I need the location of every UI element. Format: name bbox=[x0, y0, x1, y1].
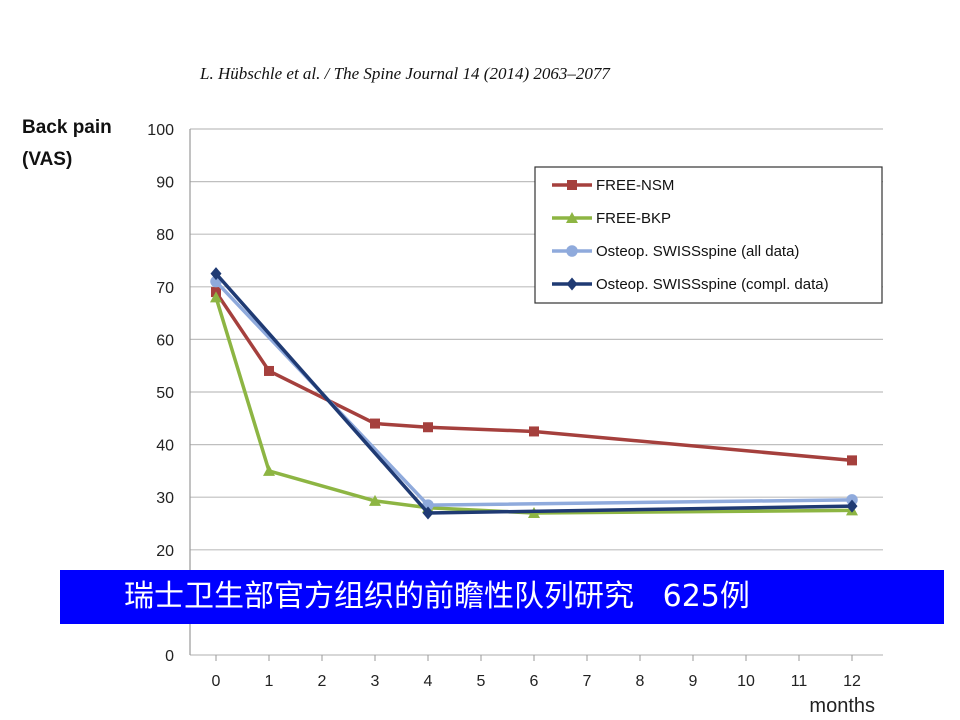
legend-label: FREE-NSM bbox=[596, 177, 674, 194]
x-tick-label: 8 bbox=[636, 673, 645, 690]
x-tick-label: 7 bbox=[583, 673, 592, 690]
y-tick-label: 40 bbox=[156, 438, 174, 455]
legend-item: FREE-NSM bbox=[552, 177, 674, 194]
x-tick-label: 4 bbox=[424, 673, 433, 690]
y-tick-label: 50 bbox=[156, 385, 174, 402]
legend-item: Osteop. SWISSspine (all data) bbox=[552, 243, 799, 260]
y-tick-label: 100 bbox=[147, 122, 174, 139]
y-tick-label: 20 bbox=[156, 543, 174, 560]
x-tick-label: 10 bbox=[737, 673, 755, 690]
legend-item: Osteop. SWISSspine (compl. data) bbox=[552, 276, 829, 293]
data-point-triangle bbox=[210, 291, 222, 303]
series-line bbox=[214, 296, 853, 515]
x-tick-label: 0 bbox=[212, 673, 221, 690]
y-tick-label: 80 bbox=[156, 227, 174, 244]
series-osteop-swissspine-compl-data- bbox=[210, 267, 858, 520]
legend: FREE-NSM FREE-BKP Osteop. SWISSspine (all … bbox=[552, 177, 829, 293]
data-point-square bbox=[529, 426, 539, 437]
legend-label: FREE-BKP bbox=[596, 210, 671, 227]
data-point-square bbox=[264, 365, 274, 376]
data-point-diamond bbox=[566, 277, 578, 291]
data-point-square bbox=[423, 422, 433, 433]
x-tick-label: 1 bbox=[265, 673, 274, 690]
data-point-diamond bbox=[846, 499, 858, 513]
legend-label: Osteop. SWISSspine (all data) bbox=[596, 243, 799, 260]
x-tick-label: 6 bbox=[530, 673, 539, 690]
x-tick-label: 2 bbox=[318, 673, 327, 690]
y-tick-label: 30 bbox=[156, 490, 174, 507]
data-point-triangle bbox=[566, 212, 578, 223]
data-point-square bbox=[370, 418, 380, 429]
data-point-diamond bbox=[422, 506, 434, 520]
legend-label: Osteop. SWISSspine (compl. data) bbox=[596, 276, 829, 293]
y-axis-label: Back pain (VAS) bbox=[22, 112, 112, 176]
x-tick-label: 9 bbox=[689, 673, 698, 690]
data-point-square bbox=[847, 455, 857, 466]
x-tick-label: 12 bbox=[843, 673, 861, 690]
citation: L. Hübschle et al. / The Spine Journal 1… bbox=[200, 64, 610, 83]
legend-item: FREE-BKP bbox=[552, 210, 671, 227]
y-tick-label: 0 bbox=[165, 648, 174, 665]
series-osteop-swissspine-all-data- bbox=[210, 275, 858, 511]
series-lines bbox=[210, 267, 858, 520]
x-tick-labels: 0 1 2 3 4 5 6 7 8 9 10 11 12 bbox=[212, 673, 861, 690]
y-axis-label-line-1: Back pain bbox=[22, 117, 112, 138]
series-line bbox=[214, 291, 853, 463]
banner: 瑞士卫生部官方组织的前瞻性队列研究 625例 bbox=[60, 570, 944, 624]
data-point-triangle bbox=[263, 464, 275, 476]
x-tick-label: 3 bbox=[371, 673, 380, 690]
data-point-diamond bbox=[210, 267, 222, 281]
x-axis-label: months bbox=[809, 695, 875, 717]
y-axis-label-line-2: (VAS) bbox=[22, 149, 73, 170]
series-free-bkp bbox=[210, 291, 858, 518]
y-tick-label: 90 bbox=[156, 175, 174, 192]
legend-box bbox=[534, 166, 883, 304]
data-point-square bbox=[567, 180, 577, 190]
x-tick-label: 11 bbox=[791, 673, 808, 690]
x-tick-label: 5 bbox=[477, 673, 486, 690]
data-point-circle bbox=[566, 245, 578, 257]
y-tick-label: 70 bbox=[156, 280, 174, 297]
y-tick-label: 60 bbox=[156, 332, 174, 349]
data-point-triangle bbox=[369, 494, 381, 506]
